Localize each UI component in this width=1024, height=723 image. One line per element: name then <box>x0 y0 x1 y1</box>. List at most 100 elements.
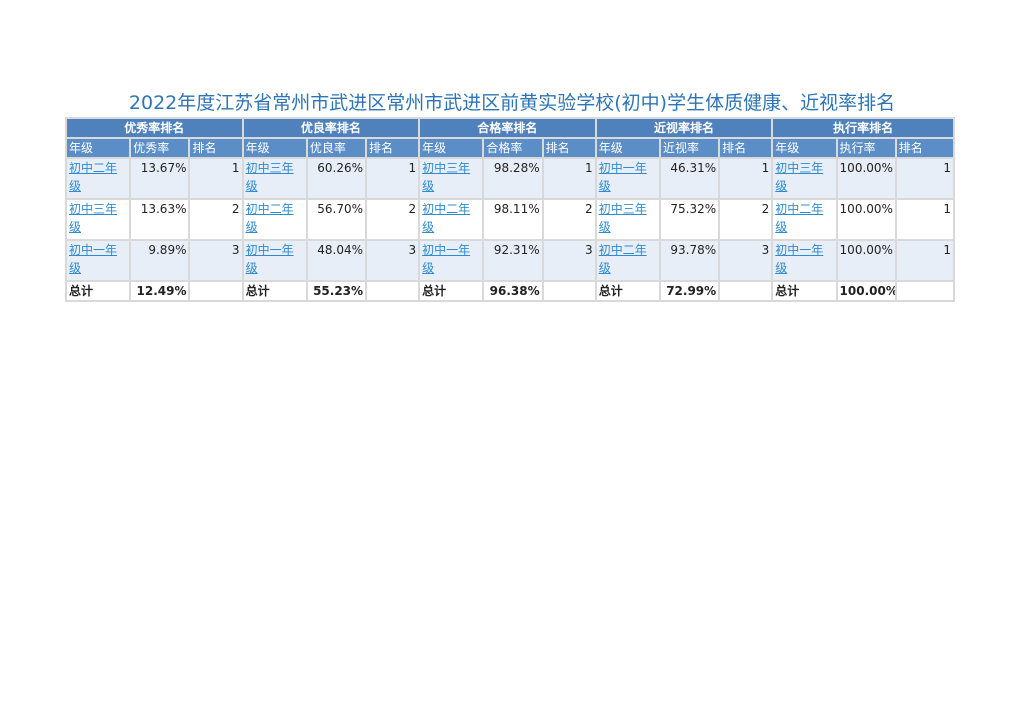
grade-link[interactable]: 初中一年级 <box>775 243 824 275</box>
grade-cell: 初中三年级 <box>241 157 308 200</box>
rank-cell: 2 <box>365 198 421 241</box>
column-header-rank: 排名 <box>188 137 244 159</box>
rate-cell: 9.89% <box>129 239 191 282</box>
grade-link[interactable]: 初中二年级 <box>775 202 824 234</box>
total-label: 总计 <box>771 280 838 302</box>
total-rank-empty <box>894 280 956 302</box>
group-header-execution: 执行率排名 <box>771 117 955 139</box>
rank-cell: 1 <box>541 157 597 200</box>
grade-cell: 初中一年级 <box>241 239 308 282</box>
total-rank-empty <box>718 280 774 302</box>
grade-cell: 初中三年级 <box>418 157 485 200</box>
column-header-grade: 年级 <box>64 137 132 159</box>
grade-cell: 初中三年级 <box>771 157 838 200</box>
table-row: 初中一年级 9.89% 3 初中一年级 48.04% 3 初中一年级 92.31… <box>64 239 956 282</box>
grade-link[interactable]: 初中二年级 <box>245 202 294 234</box>
rate-cell: 100.00% <box>835 157 897 200</box>
total-value: 96.38% <box>482 280 544 302</box>
total-label: 总计 <box>64 280 132 302</box>
total-value: 12.49% <box>129 280 191 302</box>
group-header-good: 优良率排名 <box>241 117 421 139</box>
column-header-rank: 排名 <box>365 137 421 159</box>
group-header-myopia: 近视率排名 <box>594 117 774 139</box>
grade-cell: 初中二年级 <box>771 198 838 241</box>
grade-link[interactable]: 初中一年级 <box>598 161 647 193</box>
grade-link[interactable]: 初中二年级 <box>69 161 118 193</box>
grade-cell: 初中二年级 <box>64 157 132 200</box>
column-header-rate: 执行率 <box>835 137 897 159</box>
grade-cell: 初中一年级 <box>594 157 661 200</box>
table-row: 初中三年级 13.63% 2 初中二年级 56.70% 2 初中二年级 98.1… <box>64 198 956 241</box>
total-rank-empty <box>541 280 597 302</box>
rank-cell: 1 <box>894 198 956 241</box>
grade-cell: 初中三年级 <box>594 198 661 241</box>
total-label: 总计 <box>418 280 485 302</box>
total-label: 总计 <box>594 280 661 302</box>
rank-cell: 1 <box>188 157 244 200</box>
table-row: 初中二年级 13.67% 1 初中三年级 60.26% 1 初中三年级 98.2… <box>64 157 956 200</box>
grade-link[interactable]: 初中一年级 <box>245 243 294 275</box>
column-header-grade: 年级 <box>418 137 485 159</box>
grade-link[interactable]: 初中三年级 <box>598 202 647 234</box>
rate-cell: 75.32% <box>658 198 721 241</box>
rank-cell: 3 <box>365 239 421 282</box>
grade-cell: 初中二年级 <box>241 198 308 241</box>
grade-link[interactable]: 初中三年级 <box>69 202 118 234</box>
rank-cell: 1 <box>894 157 956 200</box>
grade-cell: 初中一年级 <box>418 239 485 282</box>
total-label: 总计 <box>241 280 308 302</box>
rate-cell: 13.67% <box>129 157 191 200</box>
rate-cell: 100.00% <box>835 239 897 282</box>
column-header-grade: 年级 <box>241 137 308 159</box>
grade-link[interactable]: 初中二年级 <box>422 202 471 234</box>
grade-link[interactable]: 初中一年级 <box>422 243 471 275</box>
grade-link[interactable]: 初中一年级 <box>69 243 118 275</box>
grade-cell: 初中三年级 <box>64 198 132 241</box>
rank-cell: 1 <box>718 157 774 200</box>
rate-cell: 46.31% <box>658 157 721 200</box>
total-value: 100.00% <box>835 280 897 302</box>
rank-cell: 1 <box>365 157 421 200</box>
rank-cell: 3 <box>718 239 774 282</box>
rank-cell: 2 <box>718 198 774 241</box>
page-title: 2022年度江苏省常州市武进区常州市武进区前黄实验学校(初中)学生体质健康、近视… <box>128 92 896 114</box>
column-header-rank: 排名 <box>541 137 597 159</box>
grade-link[interactable]: 初中三年级 <box>245 161 294 193</box>
grade-link[interactable]: 初中三年级 <box>775 161 824 193</box>
column-header-row: 年级 优秀率 排名 年级 优良率 排名 年级 合格率 排名 年级 近视率 排名 … <box>64 137 956 159</box>
column-header-rank: 排名 <box>718 137 774 159</box>
grade-cell: 初中二年级 <box>594 239 661 282</box>
total-value: 72.99% <box>658 280 721 302</box>
column-header-grade: 年级 <box>594 137 661 159</box>
grade-link[interactable]: 初中二年级 <box>598 243 647 275</box>
total-row: 总计 12.49% 总计 55.23% 总计 96.38% 总计 72.99% … <box>64 280 956 302</box>
rank-cell: 2 <box>541 198 597 241</box>
group-header-excellent: 优秀率排名 <box>65 117 244 139</box>
rank-cell: 3 <box>541 239 597 282</box>
group-header-row: 优秀率排名 优良率排名 合格率排名 近视率排名 执行率排名 <box>65 117 955 139</box>
rate-cell: 60.26% <box>305 157 368 200</box>
group-header-pass: 合格率排名 <box>418 117 597 139</box>
column-header-rate: 合格率 <box>482 137 544 159</box>
column-header-rate: 优良率 <box>305 137 368 159</box>
rate-cell: 93.78% <box>658 239 721 282</box>
column-header-rank: 排名 <box>894 137 956 159</box>
ranking-table: 优秀率排名 优良率排名 合格率排名 近视率排名 执行率排名 年级 优秀率 排名 … <box>64 117 956 302</box>
rate-cell: 98.11% <box>482 198 544 241</box>
rank-cell: 1 <box>894 239 956 282</box>
total-value: 55.23% <box>305 280 368 302</box>
grade-cell: 初中一年级 <box>771 239 838 282</box>
rate-cell: 100.00% <box>835 198 897 241</box>
rank-cell: 2 <box>188 198 244 241</box>
rate-cell: 98.28% <box>482 157 544 200</box>
column-header-grade: 年级 <box>771 137 838 159</box>
rate-cell: 56.70% <box>305 198 368 241</box>
grade-cell: 初中二年级 <box>418 198 485 241</box>
total-rank-empty <box>365 280 421 302</box>
rank-cell: 3 <box>188 239 244 282</box>
column-header-rate: 近视率 <box>658 137 721 159</box>
rate-cell: 13.63% <box>129 198 191 241</box>
grade-cell: 初中一年级 <box>64 239 132 282</box>
column-header-rate: 优秀率 <box>129 137 191 159</box>
grade-link[interactable]: 初中三年级 <box>422 161 471 193</box>
